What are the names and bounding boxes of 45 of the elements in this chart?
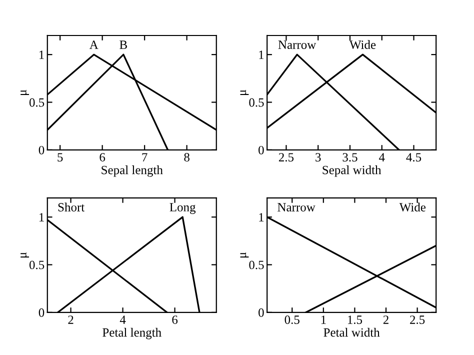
x-tick-label: 6 xyxy=(100,153,106,162)
x-tick-label: 2 xyxy=(68,316,74,324)
x-tick-label: 4 xyxy=(120,316,126,324)
y-tick-label: 0 xyxy=(38,308,44,317)
y-tick-label: 0 xyxy=(258,308,264,317)
x-tick-label: 6 xyxy=(172,316,178,324)
y-tick-label: 1 xyxy=(259,50,264,59)
y-axis-title: μ xyxy=(240,90,249,96)
x-tick-label: 5 xyxy=(58,153,63,162)
x-tick-label: 3.5 xyxy=(342,153,358,162)
x-tick-label: 1.5 xyxy=(348,316,362,324)
legend-label: Long xyxy=(170,203,196,214)
x-tick-label: 2.5 xyxy=(410,316,425,324)
y-tick-label: 0.5 xyxy=(249,98,264,107)
legend-label: Wide xyxy=(399,202,426,212)
x-tick-label: 2 xyxy=(383,316,388,324)
y-tick-label: 0.5 xyxy=(29,260,44,270)
x-tick-label: 4.5 xyxy=(406,153,422,162)
x-axis-title: Sepal width xyxy=(322,165,382,177)
legend-label: Wide xyxy=(349,40,376,50)
x-tick-label: 3 xyxy=(316,153,321,162)
x-tick-label: 2.5 xyxy=(278,153,294,162)
x-axis-title: Sepal length xyxy=(102,165,163,177)
y-tick-label: 0 xyxy=(258,146,264,154)
x-tick-label: 1 xyxy=(321,316,326,324)
y-axis-title: μ xyxy=(20,252,29,258)
x-tick-label: 0.5 xyxy=(284,316,300,324)
y-tick-label: 0 xyxy=(38,146,44,154)
y-tick-label: 1 xyxy=(39,50,44,59)
y-axis-title: μ xyxy=(240,252,249,258)
x-axis-title: Petal width xyxy=(324,328,380,337)
y-tick-label: 0.5 xyxy=(29,98,44,107)
y-tick-label: 1 xyxy=(259,213,264,222)
x-tick-label: 4 xyxy=(378,153,385,162)
legend-label: A xyxy=(89,40,98,49)
legend-label: Short xyxy=(58,202,85,212)
legend-label: Narrow xyxy=(278,40,316,49)
legend-label: Narrow xyxy=(278,203,316,212)
y-tick-label: 0.5 xyxy=(249,260,264,270)
y-tick-label: 1 xyxy=(39,213,44,222)
x-tick-label: 8 xyxy=(184,153,190,162)
x-axis-title: Petal length xyxy=(102,328,162,340)
y-axis-title: μ xyxy=(20,90,29,96)
x-tick-label: 7 xyxy=(142,153,148,162)
legend-label: B xyxy=(120,40,128,49)
